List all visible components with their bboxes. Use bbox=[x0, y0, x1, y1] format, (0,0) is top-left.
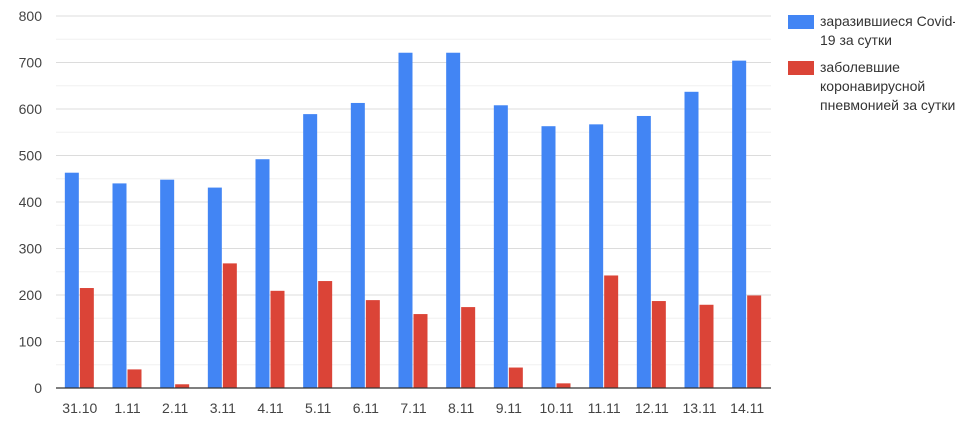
legend-label-pneumonia: заболевшие коронавирусной пневмонией за … bbox=[820, 59, 955, 113]
y-tick-label: 800 bbox=[19, 8, 43, 24]
y-tick-label: 500 bbox=[19, 148, 43, 164]
x-tick-label: 2.11 bbox=[162, 400, 188, 416]
bar-covid bbox=[732, 60, 747, 388]
x-tick-label: 10.11 bbox=[540, 400, 574, 416]
x-tick-label: 8.11 bbox=[448, 400, 474, 416]
x-tick-label: 4.11 bbox=[257, 400, 283, 416]
bar-pneumonia bbox=[508, 367, 523, 388]
y-tick-label: 400 bbox=[19, 194, 43, 210]
bar-pneumonia bbox=[556, 383, 571, 388]
bar-covid bbox=[303, 114, 318, 389]
x-tick-label: 31.10 bbox=[62, 400, 97, 416]
bar-covid bbox=[446, 52, 461, 389]
x-tick-label: 11.11 bbox=[588, 400, 621, 416]
bar-pneumonia bbox=[270, 290, 285, 388]
bar-covid bbox=[684, 91, 699, 389]
bar-pneumonia bbox=[651, 301, 666, 388]
x-tick-label: 1.11 bbox=[114, 400, 140, 416]
x-tick-label: 14.11 bbox=[730, 400, 764, 416]
bar-covid bbox=[64, 172, 79, 388]
bar-pneumonia bbox=[604, 275, 619, 388]
legend-swatch-covid bbox=[788, 15, 814, 29]
x-tick-label: 5.11 bbox=[305, 400, 331, 416]
bar-pneumonia bbox=[461, 307, 476, 388]
bar-pneumonia bbox=[127, 369, 142, 388]
bar-covid bbox=[541, 126, 556, 388]
legend-label-covid: заразившиеся Covid-19 за сутки bbox=[820, 13, 955, 48]
bar-covid bbox=[207, 187, 222, 388]
x-tick-label: 12.11 bbox=[635, 400, 669, 416]
legend-swatch-pneumonia bbox=[788, 61, 814, 75]
x-tick-label: 7.11 bbox=[400, 400, 426, 416]
x-tick-label: 3.11 bbox=[210, 400, 236, 416]
bar-pneumonia bbox=[365, 300, 380, 388]
y-tick-label: 600 bbox=[19, 101, 43, 117]
y-tick-label: 0 bbox=[34, 380, 42, 396]
bar-covid bbox=[255, 159, 270, 388]
legend: заразившиеся Covid-19 за сутки заболевши… bbox=[788, 12, 955, 123]
y-tick-label: 100 bbox=[19, 334, 43, 350]
y-tick-label: 300 bbox=[19, 241, 43, 257]
legend-item-covid[interactable]: заразившиеся Covid-19 за сутки bbox=[788, 12, 955, 50]
bar-pneumonia bbox=[79, 288, 94, 388]
legend-item-pneumonia[interactable]: заболевшие коронавирусной пневмонией за … bbox=[788, 58, 955, 115]
bar-covid bbox=[112, 183, 127, 388]
bar-covid bbox=[636, 115, 651, 388]
bar-pneumonia bbox=[747, 295, 762, 388]
x-tick-label: 13.11 bbox=[683, 400, 717, 416]
x-tick-label: 6.11 bbox=[353, 400, 379, 416]
y-tick-label: 700 bbox=[19, 55, 43, 71]
y-tick-label: 200 bbox=[19, 287, 43, 303]
bar-covid bbox=[589, 124, 604, 388]
x-tick-label: 9.11 bbox=[496, 400, 522, 416]
bar-covid bbox=[350, 102, 365, 388]
bar-pneumonia bbox=[222, 263, 237, 388]
bar-covid bbox=[398, 52, 413, 389]
bar-covid bbox=[160, 179, 175, 388]
bar-pneumonia bbox=[413, 314, 428, 388]
bar-pneumonia bbox=[175, 384, 190, 388]
bar-covid bbox=[493, 105, 508, 388]
bar-pneumonia bbox=[318, 281, 333, 388]
bar-pneumonia bbox=[699, 304, 714, 388]
